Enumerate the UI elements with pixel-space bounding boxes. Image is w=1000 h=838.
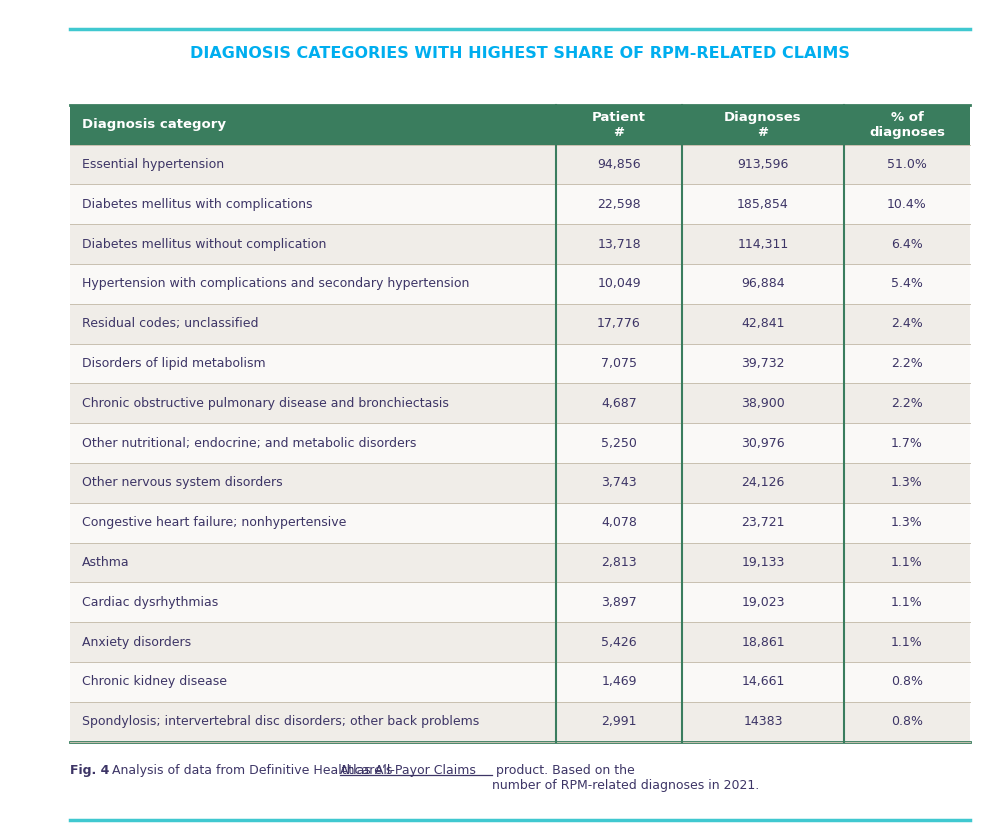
Text: 42,841: 42,841	[741, 317, 785, 330]
Text: 5.4%: 5.4%	[891, 277, 923, 291]
Text: Spondylosis; intervertebral disc disorders; other back problems: Spondylosis; intervertebral disc disorde…	[82, 715, 479, 728]
Text: Other nutritional; endocrine; and metabolic disorders: Other nutritional; endocrine; and metabo…	[82, 437, 416, 450]
FancyBboxPatch shape	[70, 662, 970, 702]
Text: Anxiety disorders: Anxiety disorders	[82, 635, 191, 649]
Text: 94,856: 94,856	[597, 158, 641, 171]
FancyBboxPatch shape	[70, 303, 970, 344]
Text: 185,854: 185,854	[737, 198, 789, 211]
Text: Fig. 4: Fig. 4	[70, 764, 109, 778]
Text: product. Based on the
number of RPM-related diagnoses in 2021.: product. Based on the number of RPM-rela…	[492, 764, 759, 792]
Text: 2.2%: 2.2%	[891, 396, 923, 410]
Text: Hypertension with complications and secondary hypertension: Hypertension with complications and seco…	[82, 277, 469, 291]
Text: Patient
#: Patient #	[592, 111, 646, 138]
Text: % of
diagnoses: % of diagnoses	[869, 111, 945, 138]
Text: 114,311: 114,311	[737, 237, 789, 251]
Text: 1.7%: 1.7%	[891, 437, 923, 450]
Text: 2.4%: 2.4%	[891, 317, 923, 330]
Text: 38,900: 38,900	[741, 396, 785, 410]
Text: 2,991: 2,991	[601, 715, 637, 728]
Text: 23,721: 23,721	[741, 516, 785, 530]
Text: Diabetes mellitus without complication: Diabetes mellitus without complication	[82, 237, 326, 251]
Text: Diagnoses
#: Diagnoses #	[724, 111, 802, 138]
Text: Disorders of lipid metabolism: Disorders of lipid metabolism	[82, 357, 266, 370]
Text: 4,078: 4,078	[601, 516, 637, 530]
Text: DIAGNOSIS CATEGORIES WITH HIGHEST SHARE OF RPM-RELATED CLAIMS: DIAGNOSIS CATEGORIES WITH HIGHEST SHARE …	[190, 46, 850, 61]
Text: Essential hypertension: Essential hypertension	[82, 158, 224, 171]
Text: Residual codes; unclassified: Residual codes; unclassified	[82, 317, 258, 330]
Text: 39,732: 39,732	[741, 357, 785, 370]
Text: 1.3%: 1.3%	[891, 476, 923, 489]
Text: Congestive heart failure; nonhypertensive: Congestive heart failure; nonhypertensiv…	[82, 516, 346, 530]
Text: Chronic kidney disease: Chronic kidney disease	[82, 675, 227, 689]
FancyBboxPatch shape	[70, 105, 970, 145]
Text: 1.1%: 1.1%	[891, 635, 923, 649]
FancyBboxPatch shape	[70, 622, 970, 662]
FancyBboxPatch shape	[70, 264, 970, 304]
FancyBboxPatch shape	[70, 582, 970, 622]
Text: 19,133: 19,133	[741, 556, 785, 569]
Text: 22,598: 22,598	[597, 198, 641, 211]
FancyBboxPatch shape	[70, 702, 970, 742]
Text: Asthma: Asthma	[82, 556, 130, 569]
Text: 10.4%: 10.4%	[887, 198, 927, 211]
Text: 14,661: 14,661	[741, 675, 785, 689]
Text: 5,426: 5,426	[601, 635, 637, 649]
Text: 30,976: 30,976	[741, 437, 785, 450]
Text: 0.8%: 0.8%	[891, 675, 923, 689]
Text: 5,250: 5,250	[601, 437, 637, 450]
Text: 3,743: 3,743	[601, 476, 637, 489]
Text: 18,861: 18,861	[741, 635, 785, 649]
Text: 1.1%: 1.1%	[891, 596, 923, 609]
Text: Cardiac dysrhythmias: Cardiac dysrhythmias	[82, 596, 218, 609]
Text: 19,023: 19,023	[741, 596, 785, 609]
Text: 96,884: 96,884	[741, 277, 785, 291]
Text: 7,075: 7,075	[601, 357, 637, 370]
Text: Analysis of data from Definitive Healthcare’s: Analysis of data from Definitive Healthc…	[108, 764, 396, 778]
Text: 14383: 14383	[743, 715, 783, 728]
Text: Atlas All-Payor Claims: Atlas All-Payor Claims	[340, 764, 476, 778]
Text: 0.8%: 0.8%	[891, 715, 923, 728]
FancyBboxPatch shape	[70, 224, 970, 264]
Text: Diagnosis category: Diagnosis category	[82, 118, 226, 132]
FancyBboxPatch shape	[70, 384, 970, 423]
Text: 6.4%: 6.4%	[891, 237, 923, 251]
Text: 17,776: 17,776	[597, 317, 641, 330]
Text: Chronic obstructive pulmonary disease and bronchiectasis: Chronic obstructive pulmonary disease an…	[82, 396, 449, 410]
FancyBboxPatch shape	[70, 543, 970, 582]
FancyBboxPatch shape	[70, 184, 970, 224]
Text: 10,049: 10,049	[597, 277, 641, 291]
Text: Diabetes mellitus with complications: Diabetes mellitus with complications	[82, 198, 312, 211]
Text: 2.2%: 2.2%	[891, 357, 923, 370]
Text: Other nervous system disorders: Other nervous system disorders	[82, 476, 283, 489]
Text: 913,596: 913,596	[737, 158, 789, 171]
FancyBboxPatch shape	[70, 423, 970, 463]
Text: 1.3%: 1.3%	[891, 516, 923, 530]
Text: 13,718: 13,718	[597, 237, 641, 251]
Text: 1.1%: 1.1%	[891, 556, 923, 569]
FancyBboxPatch shape	[70, 463, 970, 503]
Text: 2,813: 2,813	[601, 556, 637, 569]
Text: 51.0%: 51.0%	[887, 158, 927, 171]
FancyBboxPatch shape	[70, 344, 970, 384]
Text: 4,687: 4,687	[601, 396, 637, 410]
FancyBboxPatch shape	[70, 503, 970, 543]
Text: 24,126: 24,126	[741, 476, 785, 489]
FancyBboxPatch shape	[70, 145, 970, 184]
Text: 1,469: 1,469	[601, 675, 637, 689]
Text: 3,897: 3,897	[601, 596, 637, 609]
